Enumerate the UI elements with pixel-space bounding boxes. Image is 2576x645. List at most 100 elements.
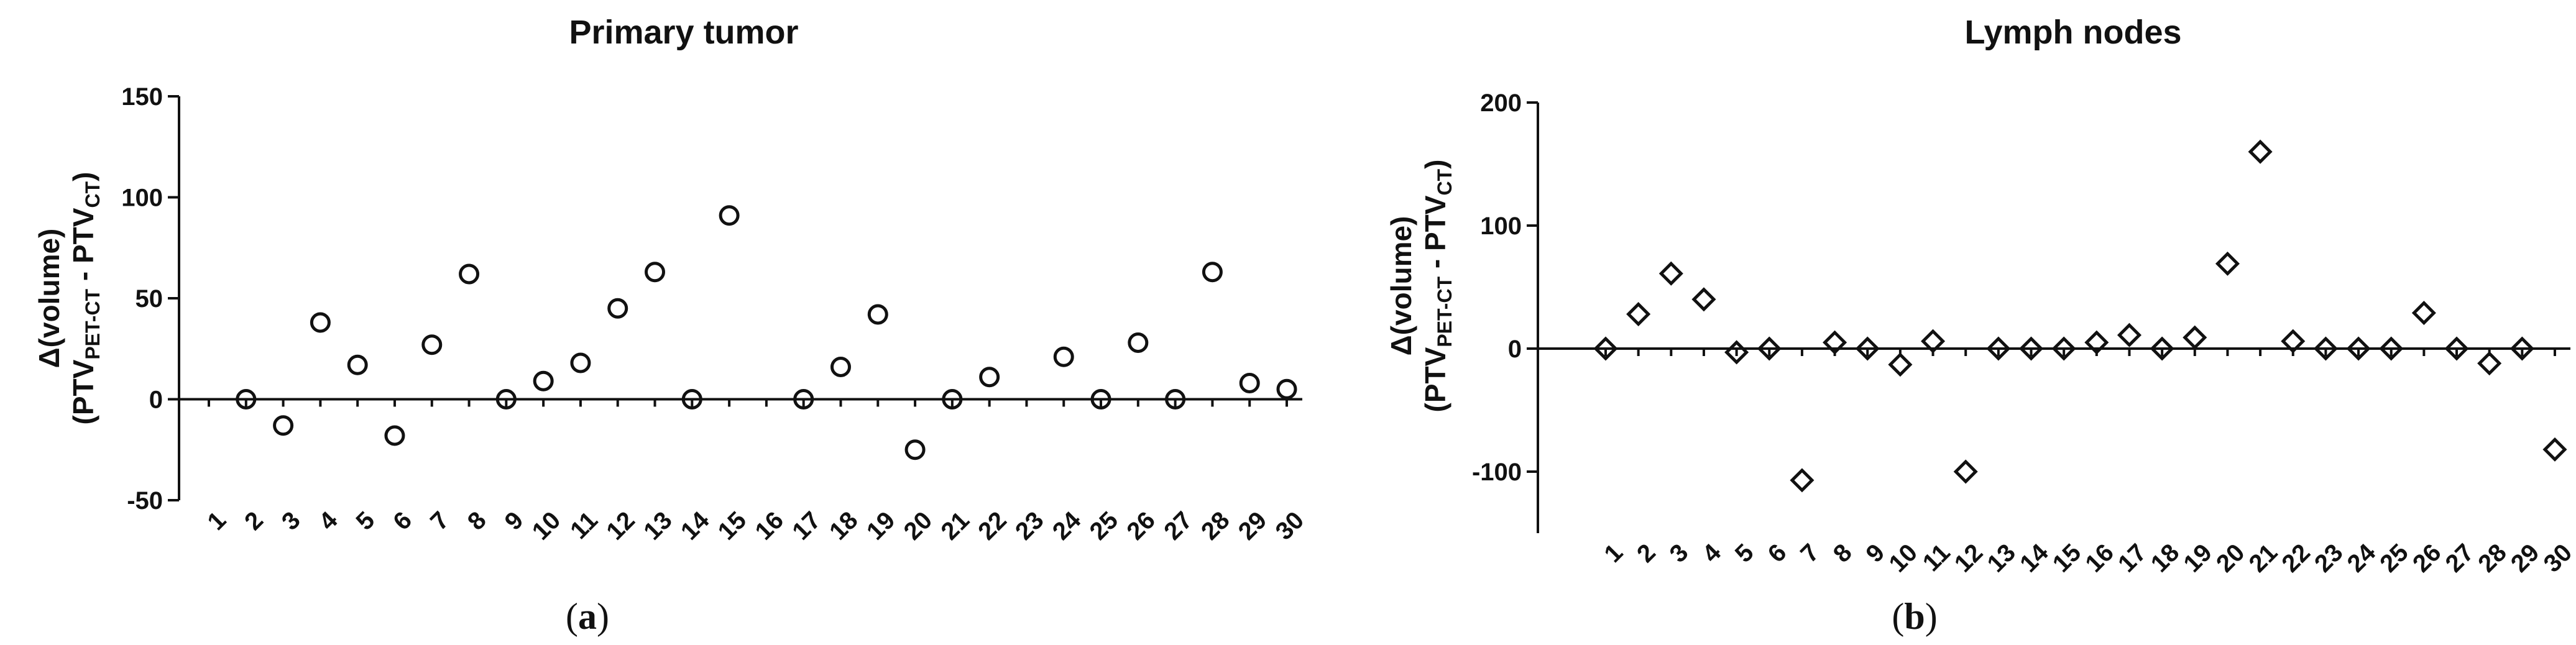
x-tick-label: 23 (1010, 506, 1049, 546)
y-tick-label: 100 (1480, 213, 1522, 240)
y-label-suffix: ) (67, 172, 99, 181)
data-point (2248, 139, 2273, 164)
x-tick-label: 17 (787, 506, 826, 546)
data-point (384, 425, 405, 446)
data-point (533, 370, 554, 391)
x-tick-label: 10 (527, 506, 566, 546)
data-point (1691, 287, 1716, 312)
data-point (273, 415, 294, 436)
data-point (830, 357, 851, 377)
y-tick-label: 0 (149, 387, 163, 414)
y-label-sub1: PET-CT (81, 288, 104, 359)
x-tick-label: 21 (936, 506, 975, 546)
data-point (1593, 336, 1618, 361)
x-tick-label: 8 (1828, 539, 1857, 568)
data-point (1090, 389, 1111, 409)
y-axis-label-line1: Δ(volume) (1385, 216, 1417, 356)
x-tick-label: 4 (314, 506, 343, 536)
data-point (1202, 262, 1223, 283)
y-axis-label-line2: (PTVPET-CT - PTVCT) (1419, 160, 1456, 413)
data-point (942, 389, 963, 409)
data-point (570, 352, 591, 373)
y-tick-label: 200 (1480, 89, 1522, 117)
data-point (2411, 301, 2436, 326)
data-point (2150, 336, 2174, 361)
data-point (1790, 468, 1815, 493)
x-tick-label: 20 (899, 506, 938, 546)
x-tick-label: 26 (1121, 506, 1161, 546)
x-tick-label: 4 (1697, 539, 1726, 568)
y-label-middle: - PTV (67, 208, 99, 289)
x-tick-label: 1 (1599, 539, 1628, 568)
x-tick-label: 16 (750, 506, 789, 546)
x-tick-label: 24 (1047, 506, 1087, 546)
data-point (1921, 329, 1946, 354)
data-point (459, 263, 480, 285)
y-tick-label: 50 (136, 285, 163, 313)
data-point (2281, 329, 2306, 354)
data-point (1626, 302, 1651, 327)
x-tick-label: 12 (601, 506, 640, 546)
data-point (793, 389, 814, 409)
x-tick-label: 25 (1085, 506, 1124, 546)
panel-caption: (a) (566, 596, 609, 637)
x-tick-label: 30 (2539, 539, 2576, 578)
data-point (681, 389, 702, 409)
data-point (1239, 373, 1260, 393)
data-point (2183, 325, 2207, 350)
chart-title: Lymph nodes (1964, 14, 2181, 51)
y-tick-label: 100 (121, 185, 163, 212)
y-label-sub2: CT (1433, 168, 1456, 195)
data-point (2313, 336, 2338, 361)
x-tick-label: 9 (500, 506, 529, 536)
x-tick-label: 9 (1861, 539, 1890, 568)
data-point (1757, 336, 1782, 361)
data-point (2346, 336, 2371, 361)
data-point (607, 298, 628, 319)
x-tick-label: 7 (1795, 539, 1824, 568)
x-tick-label: 5 (351, 506, 380, 536)
y-tick-label: 150 (121, 83, 163, 111)
data-point (1953, 459, 1978, 484)
caption-close: ) (1925, 596, 1938, 637)
x-tick-label: 6 (388, 506, 417, 536)
y-label-suffix: ) (1419, 160, 1451, 169)
y-tick-label: 0 (1508, 336, 1522, 363)
x-tick-label: 14 (676, 506, 715, 546)
caption-letter: a (578, 596, 597, 637)
data-point (310, 312, 331, 333)
data-point (2444, 336, 2469, 361)
data-point (904, 439, 926, 460)
data-point (1724, 340, 1749, 365)
x-tick-label: 6 (1763, 539, 1792, 568)
x-tick-label: 29 (1233, 506, 1272, 546)
x-tick-label: 5 (1730, 539, 1759, 568)
data-point (1888, 352, 1913, 377)
y-tick-label: -50 (127, 487, 163, 515)
x-tick-label: 7 (425, 506, 454, 536)
data-point (495, 389, 517, 409)
x-tick-label: 19 (862, 506, 901, 546)
data-point (421, 334, 443, 355)
y-tick-label: -100 (1472, 459, 1522, 486)
x-tick-label: 13 (638, 506, 678, 546)
data-point (979, 367, 1000, 388)
data-point (2509, 336, 2534, 361)
y-axis-label-line1: Δ(volume) (33, 229, 65, 368)
caption-open: ( (1892, 596, 1904, 637)
panel-caption: (b) (1892, 596, 1937, 637)
x-tick-label: 2 (239, 506, 269, 536)
y-label-sub1: PET-CT (1433, 276, 1456, 347)
y-label-middle: - PTV (1419, 195, 1451, 277)
caption-open: ( (566, 596, 578, 637)
caption-close: ) (597, 596, 609, 637)
x-tick-label: 27 (1159, 506, 1198, 546)
x-tick-label: 3 (277, 506, 306, 536)
y-axis-label-line2: (PTVPET-CT - PTVCT) (67, 172, 104, 425)
x-tick-label: 18 (824, 506, 863, 546)
data-point (1658, 261, 1683, 286)
data-point (2542, 437, 2567, 462)
data-point (719, 205, 740, 226)
